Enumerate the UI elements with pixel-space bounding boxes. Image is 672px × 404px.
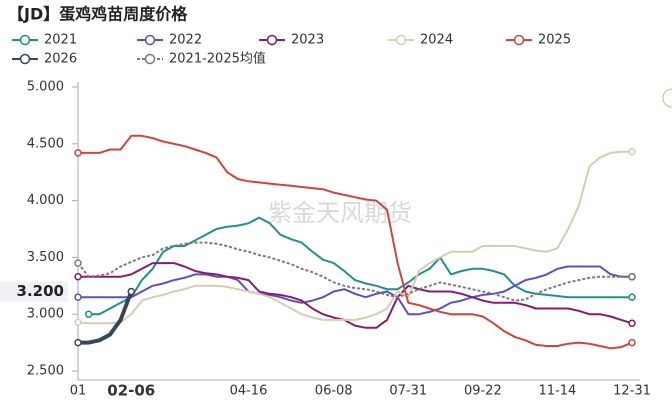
x-tick-label: 07-31 (389, 384, 427, 399)
legend-label: 2026 (44, 52, 77, 67)
end-marker (74, 259, 82, 267)
series-line (78, 290, 134, 345)
legend-label: 2024 (420, 33, 453, 48)
legend-label: 2021-2025均值 (169, 51, 266, 67)
end-marker (74, 149, 82, 157)
x-tick-label: 09-22 (464, 384, 502, 399)
legend-label: 2022 (169, 33, 202, 48)
x-tick-label: 06-08 (315, 384, 353, 399)
x-tick-label: 11-14 (539, 384, 577, 399)
x-tick-label: 12-31 (613, 384, 651, 399)
legend-marker (395, 34, 407, 46)
series-line (88, 216, 632, 316)
series-line (77, 150, 632, 325)
end-marker (628, 272, 636, 281)
legend-label: 2025 (538, 33, 571, 48)
legend-marker (144, 34, 156, 46)
end-marker (628, 148, 636, 156)
end-marker (628, 338, 636, 347)
y-tick-label: 5.000 (27, 80, 64, 95)
pointer-box (0, 281, 68, 302)
end-marker (74, 293, 82, 301)
pointer-label: 3.200 (17, 282, 64, 300)
end-marker (74, 318, 82, 326)
series-line (78, 265, 632, 316)
y-tick-label: 4.500 (27, 136, 64, 151)
legend-label: 2021 (44, 33, 77, 48)
side-button[interactable] (662, 88, 672, 108)
end-marker (74, 338, 82, 347)
x-tick-label: 01 (70, 384, 87, 399)
legend-marker (513, 34, 525, 46)
x-tick-label: 02-06 (107, 382, 155, 400)
end-marker (628, 319, 636, 328)
legend-label: 2023 (291, 33, 324, 48)
y-tick-label: 2.500 (27, 364, 64, 379)
y-tick-label: 4.000 (27, 193, 64, 208)
legend-marker (144, 53, 156, 65)
series-line (78, 262, 633, 329)
series-line (78, 134, 633, 350)
x-tick-label: 04-16 (230, 384, 268, 399)
series-line (77, 241, 632, 302)
y-tick-label: 3.500 (27, 250, 64, 265)
legend-marker (19, 34, 31, 46)
legend-marker (19, 53, 31, 65)
end-marker (628, 293, 636, 301)
y-tick-label: 3.000 (27, 307, 64, 322)
legend-marker (266, 34, 278, 46)
chart-title: 【JD】蛋鸡鸡苗周度价格 (8, 5, 188, 24)
end-marker (127, 287, 136, 296)
end-marker (84, 310, 93, 318)
end-marker (74, 272, 82, 281)
